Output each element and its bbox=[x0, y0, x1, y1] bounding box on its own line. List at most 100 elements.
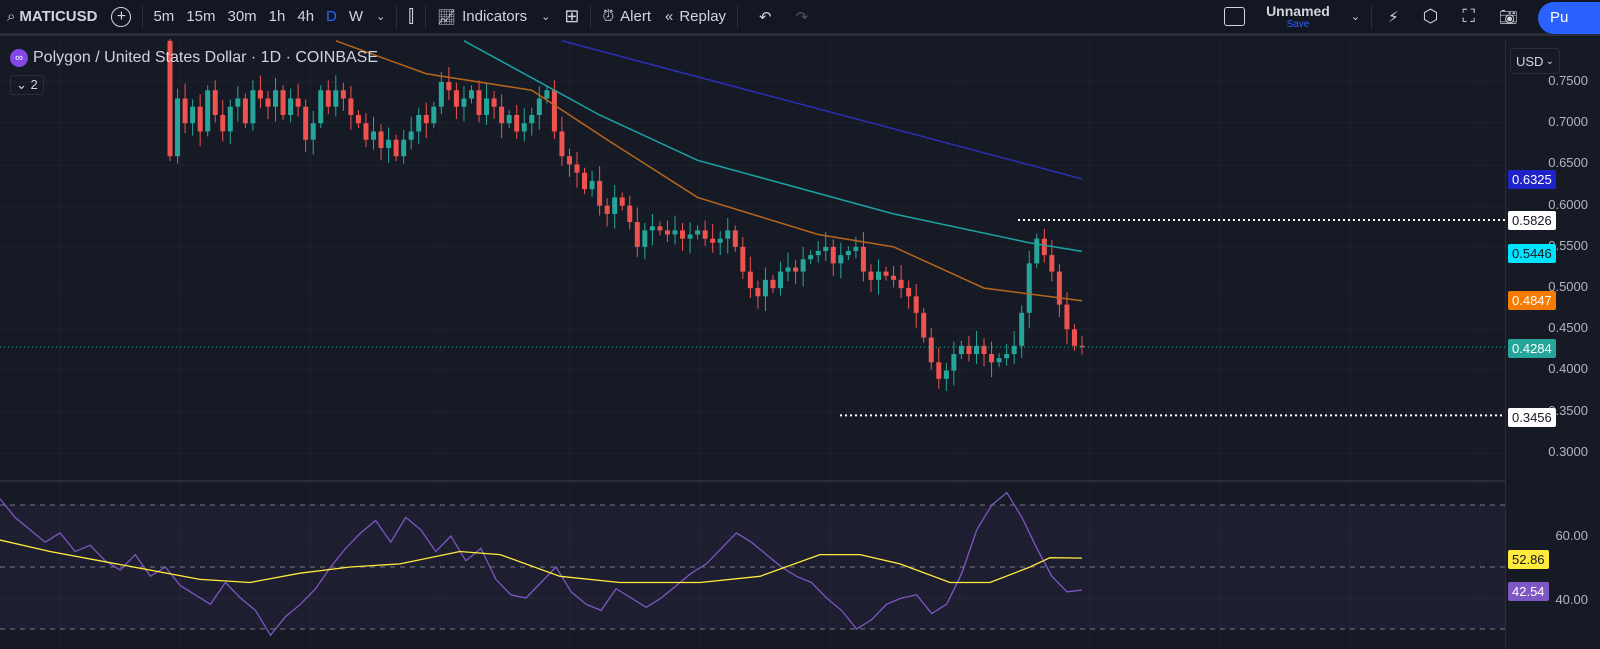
candle-body bbox=[680, 230, 686, 239]
rsi-ma-label: 52.86 bbox=[1508, 550, 1549, 569]
candle-body bbox=[303, 106, 309, 140]
candle-body bbox=[702, 230, 708, 239]
rsi-line bbox=[0, 491, 1083, 637]
candle-body bbox=[853, 246, 859, 252]
candle-body bbox=[604, 205, 610, 214]
redo-button[interactable]: ↷ bbox=[789, 0, 816, 35]
price-tick: 0.3000 bbox=[1548, 443, 1588, 459]
candle-body bbox=[906, 288, 912, 297]
publish-button[interactable]: Pu bbox=[1538, 2, 1600, 34]
price-label-low-line: 0.3456 bbox=[1508, 408, 1556, 427]
price-axis[interactable]: USD ⌄ 0.7500 0.7000 0.6500 0.6000 0.5500 0.500… bbox=[1505, 39, 1600, 649]
candle-body bbox=[438, 82, 444, 107]
timeframe-30m[interactable]: 30m bbox=[227, 8, 257, 25]
candle-body bbox=[1049, 255, 1055, 272]
candle-body bbox=[755, 288, 761, 297]
compare-button[interactable]: + bbox=[104, 0, 138, 35]
replay-label: Replay bbox=[679, 8, 727, 25]
candle-body bbox=[898, 279, 904, 289]
save-label[interactable]: Save bbox=[1286, 19, 1310, 30]
timeframe-1h[interactable]: 1h bbox=[268, 8, 286, 25]
candle-body bbox=[227, 106, 233, 132]
quick-search-button[interactable]: ⚡︎ bbox=[1376, 0, 1411, 35]
candle-body bbox=[921, 312, 927, 338]
layout-checkbox[interactable] bbox=[1217, 0, 1252, 35]
candle-body bbox=[860, 246, 866, 272]
chart-canvas[interactable] bbox=[0, 39, 1505, 649]
ma-blue-line bbox=[561, 40, 1083, 180]
alert-button[interactable]: ⏰︎ Alert bbox=[595, 0, 658, 35]
candle-body bbox=[499, 106, 505, 124]
moving-averages bbox=[335, 40, 1083, 302]
candle-body bbox=[386, 139, 392, 148]
chevron-down-icon[interactable]: ⌄ bbox=[1350, 11, 1361, 23]
divider bbox=[425, 4, 427, 29]
candle-body bbox=[597, 180, 603, 206]
top-toolbar: ⌕ MATICUSD + 5m 15m 30m 1h 4h D W ⌄ ⫿ 📈︎ I… bbox=[0, 0, 1600, 36]
fullscreen-button[interactable]: ⛶ bbox=[1450, 0, 1487, 35]
alert-label: Alert bbox=[620, 8, 651, 25]
undo-button[interactable]: ↶ bbox=[742, 0, 789, 35]
candle-body bbox=[280, 90, 286, 115]
timeframe-w[interactable]: W bbox=[348, 8, 364, 25]
candle-body bbox=[823, 246, 829, 252]
candle-body bbox=[416, 114, 422, 132]
candle-body bbox=[295, 98, 301, 107]
candle-body bbox=[838, 255, 844, 264]
candle-body bbox=[1071, 329, 1077, 346]
rsi-plot bbox=[0, 491, 1083, 637]
replay-button[interactable]: « Replay bbox=[658, 0, 733, 35]
candle-body bbox=[740, 246, 746, 272]
timeframe-5m[interactable]: 5m bbox=[153, 8, 175, 25]
candle-body bbox=[205, 90, 211, 132]
candle-body bbox=[423, 114, 429, 124]
candle-body bbox=[928, 337, 934, 363]
rsi-levels bbox=[0, 504, 1505, 630]
candle-body bbox=[800, 259, 806, 272]
layouts-button[interactable]: ⊞ bbox=[557, 0, 586, 35]
snapshot-button[interactable]: 📷︎ bbox=[1487, 0, 1530, 35]
rsi-tick: 60.00 bbox=[1555, 528, 1588, 543]
price-label-last: 0.4284 bbox=[1508, 339, 1556, 358]
currency-selector[interactable]: USD ⌄ bbox=[1510, 48, 1560, 74]
symbol-search[interactable]: ⌕ MATICUSD bbox=[0, 0, 104, 35]
candle-body bbox=[506, 114, 512, 124]
chevron-down-icon: ⌄ bbox=[1545, 55, 1554, 67]
candle-body bbox=[257, 90, 263, 99]
undo-icon: ↶ bbox=[759, 8, 772, 26]
candle-body bbox=[830, 246, 836, 264]
candle-body bbox=[484, 98, 490, 115]
chart-type-button[interactable]: ⫿ bbox=[401, 0, 421, 35]
timeframe-15m[interactable]: 15m bbox=[186, 8, 216, 25]
chevron-down-icon[interactable]: ⌄ bbox=[376, 11, 386, 23]
settings-button[interactable]: ⬡ bbox=[1411, 0, 1451, 35]
candle-body bbox=[747, 271, 753, 289]
plus-circle-icon: + bbox=[111, 6, 132, 27]
candle-body bbox=[363, 123, 369, 140]
candle-body bbox=[491, 98, 497, 107]
candle-body bbox=[393, 139, 399, 157]
price-tick: 0.6500 bbox=[1548, 155, 1588, 171]
price-tick: 0.7500 bbox=[1548, 73, 1588, 88]
indicators-collapse-button[interactable]: ⌄ 2 bbox=[10, 75, 44, 95]
rewind-icon: « bbox=[665, 8, 674, 25]
candle-body bbox=[1011, 345, 1017, 355]
price-tick: 0.4500 bbox=[1548, 320, 1588, 336]
candle-body bbox=[1079, 345, 1085, 348]
indicators-button[interactable]: 📈︎ Indicators ⌄ bbox=[430, 0, 557, 35]
candle-body bbox=[265, 98, 271, 107]
divider bbox=[737, 4, 739, 29]
horizontal-lines[interactable] bbox=[0, 219, 1505, 417]
timeframe-4h[interactable]: 4h bbox=[297, 8, 315, 25]
layout-name-button[interactable]: Unnamed Save bbox=[1252, 0, 1344, 35]
candle-body bbox=[582, 172, 588, 190]
price-tick: 0.5000 bbox=[1548, 279, 1588, 294]
candle-body bbox=[1004, 354, 1010, 359]
candle-body bbox=[220, 114, 226, 132]
square-icon bbox=[1224, 7, 1246, 26]
timeframe-d[interactable]: D bbox=[326, 8, 337, 25]
candle-body bbox=[544, 90, 550, 99]
candle-body bbox=[649, 226, 655, 231]
candle-body bbox=[250, 90, 256, 124]
candle-body bbox=[212, 90, 218, 115]
